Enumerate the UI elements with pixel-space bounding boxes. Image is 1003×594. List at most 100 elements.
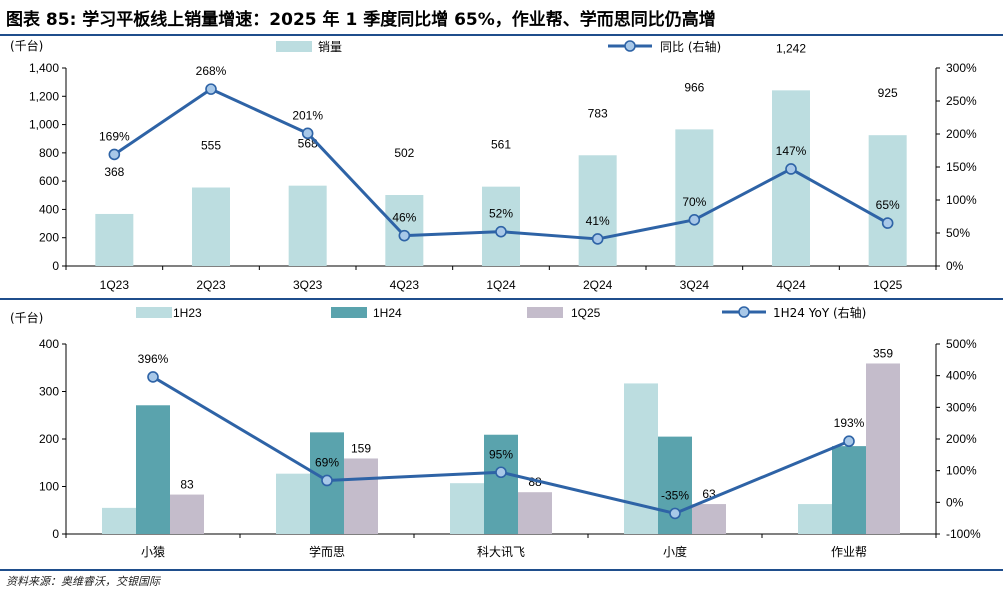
chart2-yoy-value-label: 193%: [834, 416, 865, 430]
chart2-legend-marker: [738, 306, 750, 318]
chart2-yoy-value-label: -35%: [661, 488, 689, 502]
chart1-yoy-value-label: 268%: [196, 64, 227, 78]
chart2-yoy-point: [321, 474, 333, 487]
chart2-bar-1Q25: [518, 492, 552, 534]
chart2-bar-value-label: 83: [180, 478, 194, 492]
chart2-y-tick-label: 300: [39, 385, 59, 399]
chart1-bar-value-label: 966: [684, 80, 704, 94]
chart2-y-tick-label: 200: [39, 432, 59, 446]
chart2-bar-1Q25: [344, 458, 378, 534]
chart2-category-label: 学而思: [309, 544, 345, 559]
chart1-yoy-value-label: 169%: [99, 129, 130, 143]
chart1-y-tick-label: 1,000: [29, 118, 59, 132]
chart1-yoy-point: [205, 83, 217, 95]
chart1-bar-销量: [868, 135, 907, 266]
chart1-bar-销量: [675, 129, 714, 266]
chart2-y-tick-label: 100: [39, 480, 59, 494]
chart2-y2-tick-label: 200%: [946, 432, 977, 446]
chart2-y2-tick-label: 100%: [946, 464, 977, 478]
chart1-category-label: 2Q23: [196, 278, 226, 292]
chart2-legend-label: 1H23: [173, 306, 202, 320]
chart1-yoy-point: [688, 214, 701, 226]
chart2-bar-1H24: [484, 434, 518, 534]
chart2-yoy-point: [495, 466, 507, 479]
chart1-yoy-value-label: 201%: [292, 108, 323, 122]
chart1-y-tick-label: 0: [52, 259, 59, 273]
chart1-yoy-point: [108, 148, 121, 161]
source-note: 资料来源：奥维睿沃，交银国际: [6, 575, 160, 588]
chart1-yoy-value-label: 41%: [586, 214, 610, 228]
chart1-y-tick-label: 400: [39, 202, 59, 216]
chart2-bar-1H24: [832, 446, 866, 534]
chart2-bar-1H23: [276, 473, 310, 534]
chart2-bar-1H23: [624, 383, 658, 534]
chart-divider: [0, 298, 1003, 300]
chart1-bar-value-label: 502: [394, 146, 414, 160]
chart1-bar-value-label: 555: [201, 139, 221, 153]
chart1-y2-tick-label: 150%: [946, 160, 977, 174]
chart2-legend-label: 1H24 YoY (右轴): [773, 305, 866, 320]
chart1-bar-销量: [288, 185, 327, 266]
chart2-y-tick-label: 0: [52, 527, 59, 541]
chart1-legend-marker: [624, 40, 636, 52]
chart2-y2-tick-label: 500%: [946, 337, 977, 351]
chart1-category-label: 1Q25: [873, 278, 903, 292]
chart1-legend-swatch: [276, 41, 312, 52]
chart1-category-label: 2Q24: [583, 278, 613, 292]
chart2-y2-tick-label: 300%: [946, 400, 977, 414]
chart1-legend-label: 同比 (右轴): [660, 39, 721, 54]
chart1-y2-tick-label: 200%: [946, 127, 977, 141]
chart2-bar-1H24: [658, 436, 692, 534]
chart2-y2-tick-label: 400%: [946, 369, 977, 383]
chart1-yoy-value-label: 65%: [876, 198, 900, 212]
chart1-y-tick-label: 600: [39, 174, 59, 188]
chart1-bar-销量: [192, 187, 230, 266]
chart2-legend-label: 1H24: [373, 306, 402, 320]
chart2-bar-1Q25: [692, 504, 726, 534]
chart1-bar-value-label: 368: [104, 165, 124, 179]
footer-rule: [0, 569, 1003, 571]
chart1-category-label: 1Q23: [100, 278, 130, 292]
chart1-yoy-point: [881, 217, 894, 229]
chart2-bar-value-label: 359: [873, 346, 893, 360]
chart1-y2-tick-label: 100%: [946, 193, 977, 207]
chart1-yoy-value-label: 147%: [776, 144, 807, 158]
chart2-bar-1H23: [450, 483, 484, 534]
chart1-y-tick-label: 800: [39, 146, 59, 160]
chart1-bar-销量: [578, 155, 617, 266]
chart1-yoy-point: [301, 127, 314, 140]
chart1-bar-value-label: 783: [588, 106, 608, 120]
chart2-bar-1H23: [102, 507, 136, 534]
chart2-unit-label: (千台): [10, 310, 43, 325]
chart2-yoy-point: [669, 507, 681, 520]
chart2-bar-1Q25: [170, 494, 204, 534]
chart1-bar-销量: [772, 90, 810, 267]
chart2-legend-swatch: [527, 307, 563, 318]
chart2-category-label: 小度: [663, 544, 687, 559]
chart1-y-tick-label: 1,200: [29, 89, 59, 103]
chart1-yoy-point: [785, 163, 797, 175]
chart2-yoy-point: [147, 371, 159, 383]
chart2-yoy-point: [843, 435, 855, 448]
chart2-yoy-value-label: 396%: [138, 352, 169, 366]
chart2-legend-swatch: [331, 307, 367, 318]
chart1-yoy-point: [398, 229, 411, 242]
chart2-category-label: 科大讯飞: [477, 545, 525, 559]
chart1-unit-label: (千台): [10, 38, 43, 53]
chart1-y2-tick-label: 300%: [946, 61, 977, 75]
chart1-category-label: 3Q24: [680, 278, 710, 292]
chart1-yoy-value-label: 70%: [682, 195, 706, 209]
chart2-bar-1H24: [136, 405, 170, 534]
chart2-legend-label: 1Q25: [571, 306, 601, 320]
chart2-y2-tick-label: 0%: [946, 495, 964, 509]
chart1-category-label: 3Q23: [293, 278, 323, 292]
chart1-y-tick-label: 1,400: [29, 61, 59, 75]
chart2-bar-1Q25: [866, 363, 900, 534]
chart1-bar-value-label: 925: [878, 86, 898, 100]
chart1-bar-value-label: 1,242: [776, 41, 806, 55]
chart1-bar-value-label: 561: [491, 138, 511, 152]
chart2-bar-1H23: [798, 504, 832, 534]
chart1-y2-tick-label: 250%: [946, 94, 977, 108]
chart2-yoy-value-label: 69%: [315, 455, 339, 469]
